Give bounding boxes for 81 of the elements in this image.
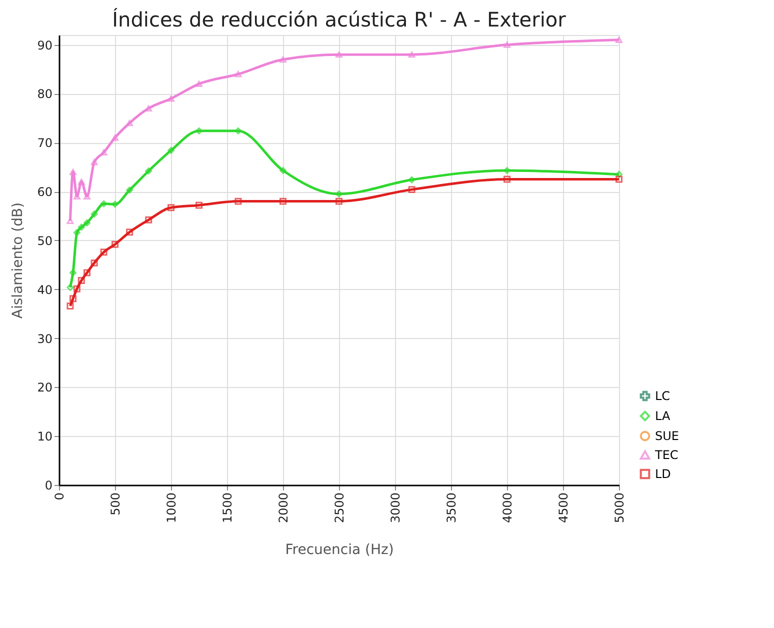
point (70, 168, 76, 176)
point (100, 149, 108, 156)
point (336, 51, 342, 58)
y-tick-label: 0 (44, 478, 52, 492)
x-tick-label: 500 (108, 492, 122, 516)
legend-label: LA (655, 409, 671, 423)
point (112, 240, 118, 248)
x-tick-label: 4500 (556, 492, 570, 524)
point (84, 193, 90, 200)
x-tick-label: 1500 (220, 492, 234, 524)
legend-label: LC (655, 389, 670, 403)
point (408, 176, 416, 184)
x-tick-label: 2000 (276, 492, 290, 524)
point (234, 71, 242, 78)
point (616, 170, 622, 178)
point (126, 186, 134, 194)
point (78, 224, 85, 231)
point (616, 36, 622, 44)
point (196, 202, 202, 209)
point (70, 269, 76, 276)
point (84, 219, 90, 226)
point (66, 284, 74, 291)
chart-title: Índices de reducción acústica R' - A - Exterior (112, 8, 567, 32)
point (126, 228, 134, 236)
point (145, 216, 152, 224)
y-tick-label: 30 (37, 332, 52, 346)
point (504, 167, 510, 174)
point (126, 120, 134, 126)
x-tick-label: 3500 (444, 492, 458, 524)
point (168, 95, 174, 102)
y-axis-title: Aislamiento (dB) (10, 202, 26, 319)
x-tick-label: 1000 (164, 492, 178, 524)
point (234, 198, 242, 205)
y-tick-label: 90 (37, 38, 52, 52)
y-tick-label: 40 (37, 282, 52, 297)
x-axis-title: Frecuencia (Hz) (285, 542, 394, 558)
y-tick-label: 80 (37, 87, 52, 102)
y-tick-label: 60 (37, 185, 52, 200)
x-tick-label: 4000 (500, 492, 514, 524)
point (196, 127, 202, 134)
point (336, 190, 342, 198)
y-tick-label: 70 (37, 136, 52, 150)
legend-label: SUE (655, 429, 679, 443)
point (145, 167, 152, 174)
point (145, 105, 152, 112)
x-tick-label: 3000 (388, 492, 402, 524)
x-tick-label: 2500 (332, 492, 346, 524)
y-tick-label: 20 (37, 380, 52, 395)
y-tick-label: 50 (37, 234, 52, 248)
point (168, 146, 174, 154)
point (100, 200, 108, 208)
point (90, 259, 98, 266)
point (280, 198, 286, 205)
point (168, 204, 174, 212)
point (234, 127, 242, 134)
point (196, 80, 202, 88)
point (504, 42, 510, 48)
point (408, 186, 416, 194)
point (84, 269, 90, 276)
point (112, 134, 118, 141)
point (78, 178, 85, 185)
point (70, 295, 76, 302)
point (90, 210, 98, 218)
point (73, 229, 80, 236)
point (112, 200, 118, 208)
point (100, 248, 108, 256)
point (280, 167, 286, 174)
point (66, 302, 74, 310)
x-tick-label: 0 (52, 492, 66, 500)
point (616, 176, 622, 183)
y-tick-label: 10 (37, 430, 52, 444)
legend-label: LD (655, 467, 671, 481)
point (280, 56, 286, 63)
point (78, 277, 85, 284)
point (408, 51, 416, 58)
point (336, 198, 342, 205)
x-tick-label: 5000 (612, 492, 626, 524)
legend-label: TEC (654, 448, 678, 462)
point (73, 285, 80, 292)
point (90, 159, 98, 166)
point (504, 176, 510, 183)
